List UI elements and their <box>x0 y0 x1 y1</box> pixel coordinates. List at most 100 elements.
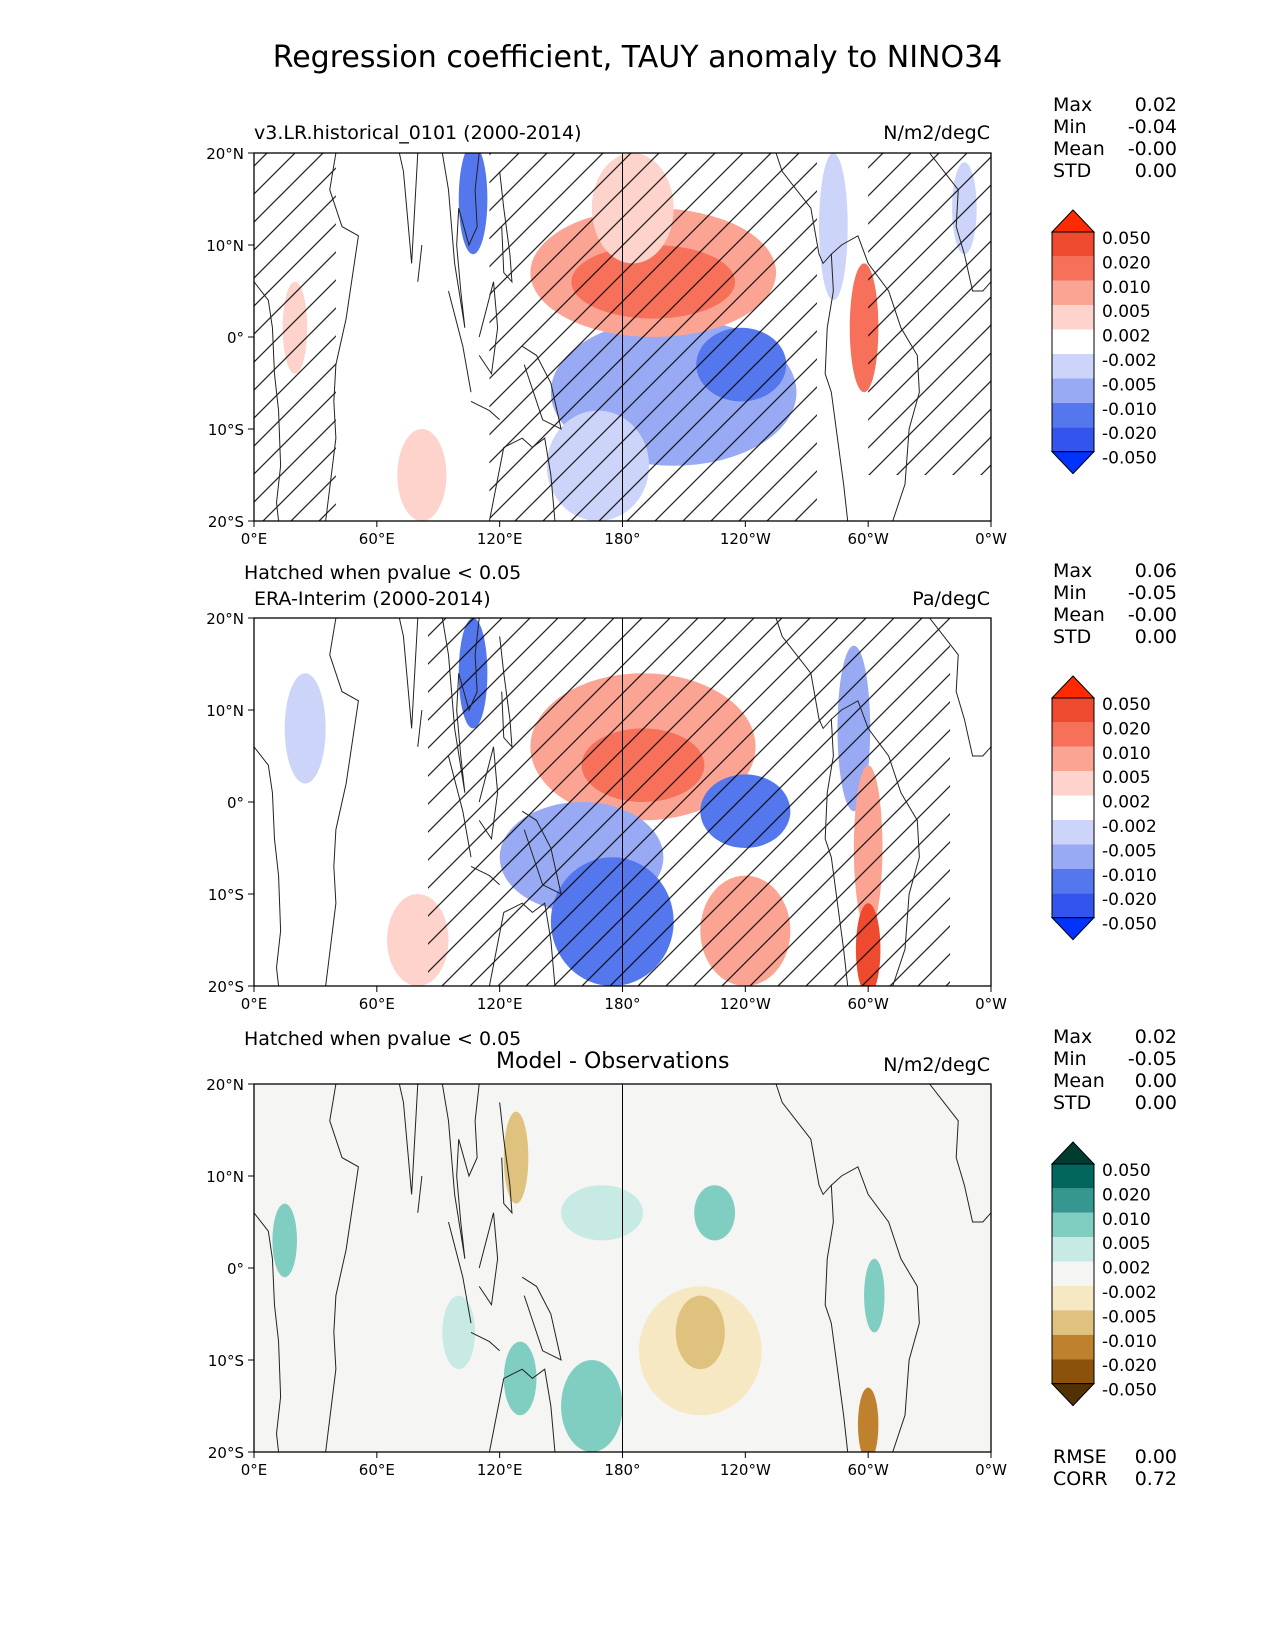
coastline <box>521 345 562 430</box>
x-tick-label: 0°W <box>975 530 1007 548</box>
stat-label-min: Min <box>1053 116 1087 138</box>
colorbar-tick-label: -0.050 <box>1102 449 1157 469</box>
contour-blob <box>397 429 447 521</box>
y-tick-label: 20°S <box>208 978 244 996</box>
contour-blob <box>675 1295 725 1370</box>
coastline <box>499 171 513 284</box>
panel1-hatch-note: Hatched when pvalue < 0.05 <box>244 562 522 584</box>
y-tick-label: 10°S <box>208 886 244 904</box>
x-tick-label: 120°W <box>720 530 771 548</box>
stat-label-max: Max <box>1053 94 1093 116</box>
colorbar-frame <box>1051 1163 1095 1385</box>
colorbar-frame <box>1051 231 1095 453</box>
contour-blob <box>503 1111 529 1204</box>
y-tick-label: 10°N <box>206 1168 244 1186</box>
colorbar-segment <box>1052 722 1094 747</box>
panel1-units: N/m2/degC <box>883 122 990 144</box>
panel2-units: Pa/degC <box>912 588 990 610</box>
colorbar-tick-label: -0.010 <box>1102 400 1157 420</box>
hatch-region <box>254 153 336 521</box>
colorbar-segment <box>1052 1188 1094 1213</box>
x-tick-label: 120°E <box>477 1461 523 1479</box>
coastline <box>470 865 501 886</box>
stat-value-max: 0.06 <box>1134 560 1177 582</box>
colorbar-max-extension <box>1050 675 1096 699</box>
y-tick-label: 20°S <box>208 513 244 531</box>
colorbar-segment <box>1052 844 1094 869</box>
contour-blob <box>857 1387 879 1452</box>
stat-label-std: STD <box>1053 626 1092 648</box>
x-tick-label: 60°W <box>847 995 889 1013</box>
colorbar-tick-label: -0.002 <box>1102 817 1157 837</box>
coastline <box>503 902 556 986</box>
colorbar-segment <box>1052 402 1094 428</box>
x-tick-label: 180° <box>604 1461 640 1479</box>
x-tick-label: 0°E <box>241 1461 268 1479</box>
colorbar-segment <box>1052 232 1094 257</box>
contour-blob <box>561 1360 623 1452</box>
hatch-region <box>428 618 951 986</box>
colorbar-segment <box>1052 256 1094 281</box>
y-tick-label: 20°S <box>208 1444 244 1462</box>
stat-value-min: -0.04 <box>1127 116 1177 138</box>
corr-value: 0.72 <box>1134 1468 1177 1490</box>
coastline <box>441 618 480 793</box>
colorbar-tick-label: 0.020 <box>1102 1185 1151 1205</box>
coastline <box>830 700 920 986</box>
colorbar-tick-label: 0.005 <box>1102 1234 1151 1254</box>
colorbar-tick-label: -0.020 <box>1102 424 1157 444</box>
coastline <box>478 281 499 376</box>
rmse-value: 0.00 <box>1134 1446 1177 1468</box>
coastline <box>325 618 359 986</box>
colorbar-min-extension <box>1050 1383 1096 1407</box>
colorbar-tick-label: -0.002 <box>1102 351 1157 371</box>
colorbar-segment <box>1052 1164 1094 1189</box>
colorbar-segment <box>1052 280 1094 306</box>
map-panel-2: 0°E 60°E 120°E 180° 120°W 60°W 0°W 20°N 10°N 0° 10… <box>206 610 1007 1013</box>
panel3-center-title: Model - Observations <box>496 1049 730 1074</box>
rmse-label: RMSE <box>1053 1446 1107 1468</box>
contour-blob <box>442 1295 476 1370</box>
hatch-region <box>868 153 991 475</box>
colorbar-tick-label: 0.010 <box>1102 278 1151 298</box>
coastline <box>470 400 501 421</box>
coastline <box>521 810 562 895</box>
x-tick-label: 0°W <box>975 995 1007 1013</box>
x-tick-label: 120°W <box>720 995 771 1013</box>
coastline <box>417 1175 423 1213</box>
colorbar-tick-label: 0.020 <box>1102 253 1151 273</box>
x-tick-label: 120°W <box>720 1461 771 1479</box>
colorbar-tick-label: 0.005 <box>1102 302 1151 322</box>
coastline <box>398 1084 419 1195</box>
colorbar-2: 0.050 0.020 0.010 0.005 0.002 -0.002 -0.005 -0.… <box>1050 675 1157 941</box>
coastline <box>521 1276 562 1361</box>
stat-value-std: 0.00 <box>1134 160 1177 182</box>
colorbar-segment <box>1052 698 1094 723</box>
stat-label-mean: Mean <box>1053 1070 1105 1092</box>
colorbar-segment <box>1052 329 1094 354</box>
y-tick-label: 10°S <box>208 421 244 439</box>
colorbar-segment <box>1052 795 1094 820</box>
colorbar-segment <box>1052 771 1094 796</box>
coastline <box>254 746 282 986</box>
contour-blob <box>819 153 848 301</box>
y-tick-label: 20°N <box>206 610 244 628</box>
x-tick-label: 0°E <box>241 530 268 548</box>
x-tick-label: 120°E <box>477 995 523 1013</box>
colorbar-tick-label: -0.020 <box>1102 1356 1157 1376</box>
stat-value-max: 0.02 <box>1134 1026 1177 1048</box>
stat-value-min: -0.05 <box>1127 1048 1177 1070</box>
coastline <box>417 709 423 747</box>
x-tick-label: 0°W <box>975 1461 1007 1479</box>
contour-blob <box>272 1203 297 1278</box>
contour-blob <box>561 1185 643 1241</box>
colorbar-segment <box>1052 354 1094 379</box>
colorbar-max-extension <box>1050 209 1096 233</box>
colorbar-tick-label: 0.010 <box>1102 1210 1151 1230</box>
contour-field <box>254 153 991 521</box>
coastlines <box>254 153 991 521</box>
coastline <box>398 153 419 264</box>
colorbar-tick-label: 0.010 <box>1102 744 1151 764</box>
colorbar-segment <box>1052 1237 1094 1262</box>
colorbar-tick-label: -0.005 <box>1102 1307 1157 1327</box>
